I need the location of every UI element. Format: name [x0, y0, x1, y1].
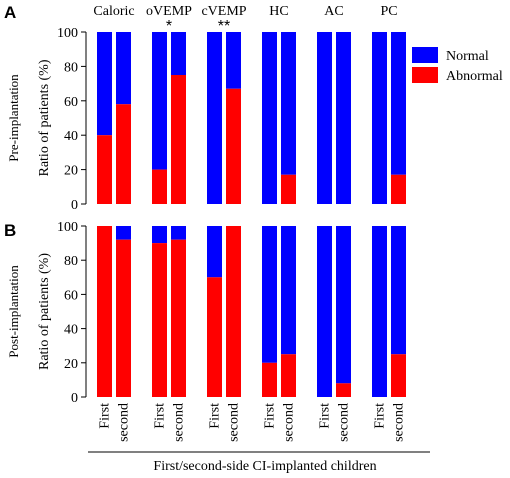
bar-normal-ovemp-second [171, 32, 186, 75]
bar-normal-cvemp-first [207, 32, 222, 204]
bar-abnormal-cvemp-first [207, 277, 222, 397]
bar-normal-hc-second [281, 226, 296, 355]
bar-normal-hc-first [262, 226, 277, 363]
x-tick-label: second [227, 403, 242, 442]
bar-normal-pc-second [391, 32, 406, 175]
bar-normal-pc-first [372, 32, 387, 204]
group-label: PC [380, 4, 397, 19]
group-label: cVEMP [201, 4, 246, 19]
y-tick-label: 0 [71, 391, 78, 406]
bar-abnormal-caloric-second [116, 104, 131, 204]
group-label: HC [269, 4, 288, 19]
x-tick-label: First [318, 403, 333, 429]
bar-abnormal-ovemp-first [152, 169, 167, 204]
bar-normal-pc-first [372, 226, 387, 397]
bar-normal-caloric-second [116, 226, 131, 240]
group-label: oVEMP [146, 4, 192, 19]
bar-abnormal-cvemp-second [226, 226, 241, 397]
bar-abnormal-ovemp-second [171, 239, 186, 397]
bar-normal-ovemp-second [171, 226, 186, 240]
x-tick-label: First [98, 403, 113, 429]
bar-abnormal-caloric-first [97, 226, 112, 397]
y-tick-label: 80 [64, 60, 78, 75]
bar-normal-ac-second [336, 226, 351, 384]
panel-letter: B [4, 221, 16, 240]
bar-normal-pc-second [391, 226, 406, 355]
x-axis-title: First/second-side CI-implanted children [153, 459, 376, 474]
bar-normal-caloric-second [116, 32, 131, 105]
bar-normal-cvemp-second [226, 32, 241, 89]
panel-b: B Post-implantation Ratio of patients (%) 0… [4, 220, 407, 442]
bar-abnormal-ovemp-first [152, 243, 167, 397]
bar-normal-caloric-first [97, 32, 112, 136]
panel-a: A Pre-implantation Ratio of patients (%) 0 2… [4, 3, 406, 213]
bar-abnormal-ac-second [336, 383, 351, 397]
row-label: Post-implantation [6, 265, 21, 358]
bar-abnormal-pc-second [391, 354, 406, 397]
x-tick-label: First [373, 403, 388, 429]
y-tick-label: 60 [64, 288, 78, 303]
y-tick-label: 100 [57, 26, 78, 41]
bar-normal-ovemp-first [152, 226, 167, 244]
y-tick-label: 0 [71, 198, 78, 213]
panel-letter: A [4, 3, 16, 22]
y-tick-label: 40 [64, 323, 78, 338]
legend-label-normal: Normal [446, 49, 489, 64]
y-tick-label: 80 [64, 254, 78, 269]
y-axis-title: Ratio of patients (%) [37, 253, 52, 370]
significance-mark: * [166, 18, 172, 35]
x-tick-label: second [392, 403, 407, 442]
group-label: AC [324, 4, 343, 19]
bar-abnormal-caloric-second [116, 239, 131, 397]
bar-normal-ac-second [336, 32, 351, 204]
bar-abnormal-hc-first [262, 362, 277, 397]
y-axis-title: Ratio of patients (%) [37, 59, 52, 176]
legend: Normal Abnormal [412, 47, 503, 84]
x-tick-label: second [172, 403, 187, 442]
bar-abnormal-hc-second [281, 174, 296, 204]
y-tick-label: 40 [64, 129, 78, 144]
bar-abnormal-caloric-first [97, 135, 112, 204]
y-tick-label: 20 [64, 357, 78, 372]
y-tick-label: 100 [57, 220, 78, 235]
bar-abnormal-ovemp-second [171, 75, 186, 204]
y-tick-label: 60 [64, 95, 78, 110]
bar-normal-ac-first [317, 226, 332, 397]
x-tick-label: First [153, 403, 168, 429]
bar-normal-hc-second [281, 32, 296, 175]
significance-mark: ** [218, 18, 230, 35]
bar-abnormal-pc-second [391, 174, 406, 204]
x-tick-label: second [337, 403, 352, 442]
x-tick-label: First [208, 403, 223, 429]
x-tick-label: second [282, 403, 297, 442]
bar-normal-ac-first [317, 32, 332, 204]
group-label: Caloric [93, 4, 134, 19]
bar-abnormal-hc-second [281, 354, 296, 397]
legend-swatch-normal [412, 47, 438, 63]
x-tick-label: First [263, 403, 278, 429]
legend-label-abnormal: Abnormal [446, 69, 503, 84]
x-tick-label: second [117, 403, 132, 442]
bar-normal-hc-first [262, 32, 277, 204]
bar-abnormal-cvemp-second [226, 88, 241, 204]
bar-normal-cvemp-first [207, 226, 222, 278]
y-tick-label: 20 [64, 164, 78, 179]
row-label: Pre-implantation [6, 74, 21, 162]
bar-normal-ovemp-first [152, 32, 167, 170]
legend-swatch-abnormal [412, 67, 438, 83]
